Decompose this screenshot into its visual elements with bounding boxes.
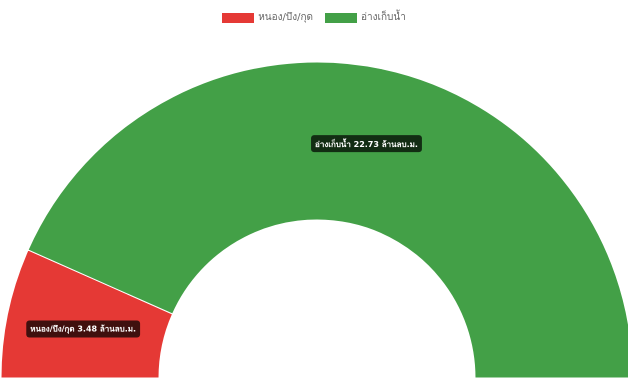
data-label-bg-swamp (26, 320, 141, 338)
data-label-bg-reservoir (311, 135, 422, 153)
chart-legend: หนอง/บึง/กุด อ่างเก็บน้ำ (0, 10, 628, 25)
data-label-swamp: หนอง/บึง/กุด 3.48 ล้านลบ.ม. (26, 320, 141, 338)
data-label-text-swamp: หนอง/บึง/กุด 3.48 ล้านลบ.ม. (30, 324, 136, 335)
data-label-reservoir: อ่างเก็บน้ำ 22.73 ล้านลบ.ม. (311, 135, 422, 153)
data-label-text-reservoir: อ่างเก็บน้ำ 22.73 ล้านลบ.ม. (315, 138, 418, 149)
legend-label-reservoir: อ่างเก็บน้ำ (361, 12, 406, 23)
legend-swatch-swamp (222, 12, 255, 23)
legend-swatch-reservoir (325, 12, 358, 23)
legend-label-swamp: หนอง/บึง/กุด (258, 12, 314, 23)
gauge-segment-reservoir[interactable] (27, 61, 628, 378)
legend-item-reservoir[interactable]: อ่างเก็บน้ำ (325, 10, 406, 25)
legend-item-swamp[interactable]: หนอง/บึง/กุด (222, 10, 313, 25)
